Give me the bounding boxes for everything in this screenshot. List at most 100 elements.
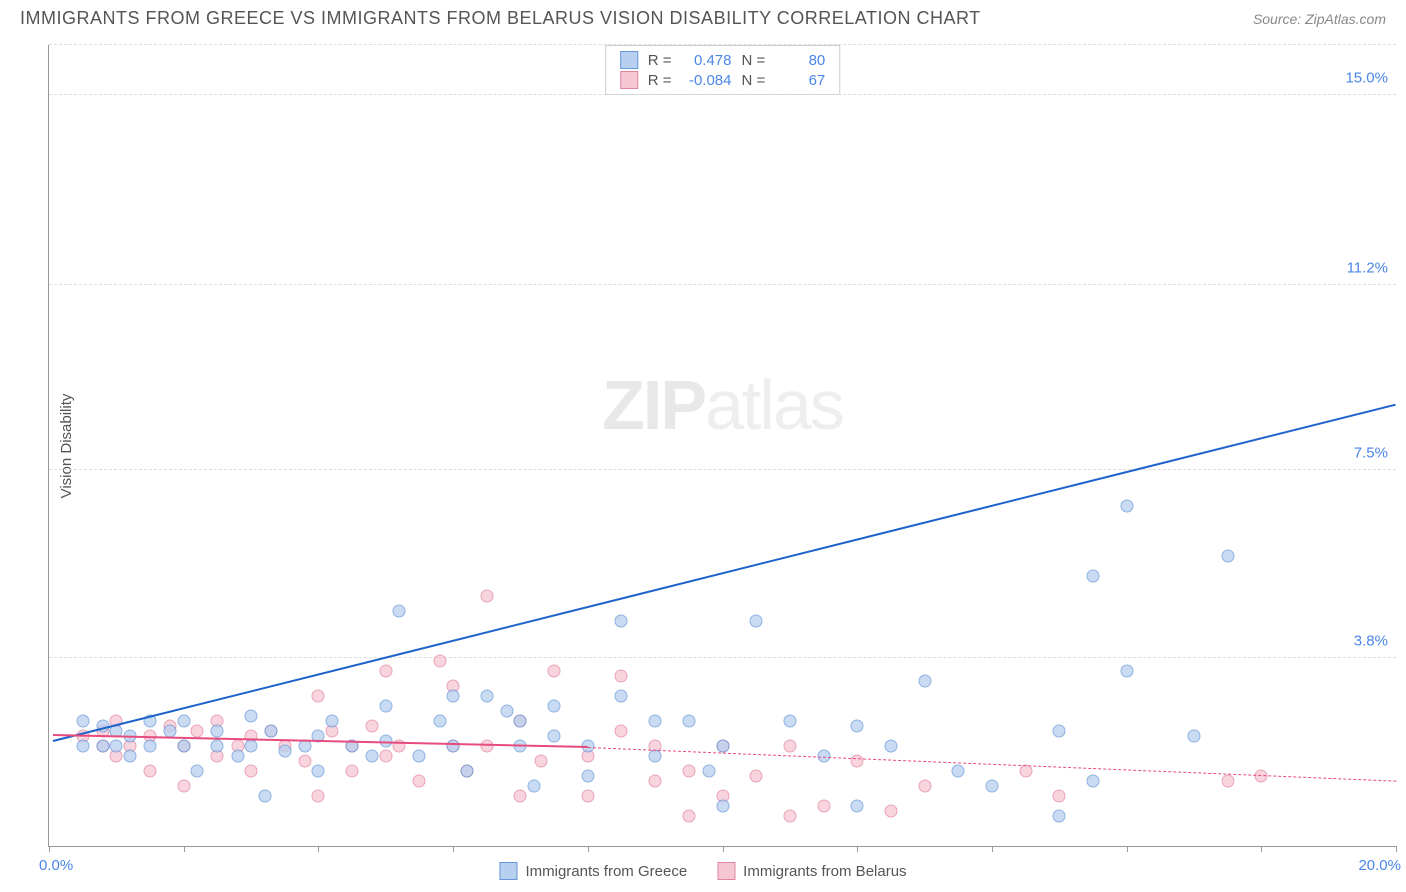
n-label: N = [742,72,766,89]
data-point [682,764,695,777]
x-tick [588,846,589,852]
data-point [581,789,594,802]
data-point [177,739,190,752]
data-point [312,689,325,702]
data-point [534,754,547,767]
data-point [480,589,493,602]
data-point [76,714,89,727]
watermark-bold: ZIP [602,366,705,444]
data-point [615,614,628,627]
data-point [460,764,473,777]
data-point [918,779,931,792]
x-tick [49,846,50,852]
data-point [783,809,796,822]
x-tick [723,846,724,852]
data-point [500,704,513,717]
watermark: ZIPatlas [602,365,843,445]
data-point [851,719,864,732]
data-point [480,689,493,702]
data-point [413,749,426,762]
data-point [750,769,763,782]
data-point [716,739,729,752]
chart-header: IMMIGRANTS FROM GREECE VS IMMIGRANTS FRO… [0,0,1406,33]
data-point [366,719,379,732]
data-point [649,774,662,787]
data-point [1053,789,1066,802]
data-point [985,779,998,792]
data-point [548,699,561,712]
data-point [144,764,157,777]
y-tick-label: 7.5% [1354,445,1388,462]
data-point [298,754,311,767]
data-point [527,779,540,792]
data-point [783,739,796,752]
data-point [682,809,695,822]
data-point [231,749,244,762]
grid-line [49,94,1396,95]
r-value-belarus: -0.084 [682,72,732,89]
data-point [1053,724,1066,737]
stats-legend: R = 0.478 N = 80 R = -0.084 N = 67 [605,45,841,95]
data-point [884,804,897,817]
data-point [851,799,864,812]
legend-item-greece: Immigrants from Greece [499,862,687,880]
data-point [211,724,224,737]
data-point [433,714,446,727]
data-point [649,714,662,727]
swatch-greece-icon [620,51,638,69]
data-point [366,749,379,762]
data-point [177,714,190,727]
chart-container: Vision Disability ZIPatlas R = 0.478 N =… [48,45,1396,847]
swatch-belarus-icon [620,71,638,89]
legend-label-belarus: Immigrants from Belarus [743,863,906,880]
x-tick [184,846,185,852]
data-point [258,789,271,802]
data-point [514,714,527,727]
x-tick [453,846,454,852]
data-point [548,664,561,677]
data-point [851,754,864,767]
data-point [1053,809,1066,822]
y-tick-label: 3.8% [1354,632,1388,649]
data-point [514,789,527,802]
x-axis-min-label: 0.0% [39,857,73,874]
chart-source: Source: ZipAtlas.com [1253,11,1386,27]
data-point [783,714,796,727]
r-label: R = [648,52,672,69]
x-tick [318,846,319,852]
grid-line [49,657,1396,658]
data-point [144,739,157,752]
legend-swatch-greece-icon [499,862,517,880]
data-point [312,764,325,777]
data-point [164,724,177,737]
y-tick-label: 11.2% [1347,260,1388,277]
r-value-greece: 0.478 [682,52,732,69]
data-point [447,689,460,702]
grid-line [49,469,1396,470]
data-point [278,744,291,757]
legend-label-greece: Immigrants from Greece [525,863,687,880]
data-point [615,724,628,737]
watermark-light: atlas [705,366,843,444]
source-label: Source: [1253,11,1301,27]
data-point [393,604,406,617]
grid-line [49,284,1396,285]
x-tick [1396,846,1397,852]
data-point [1187,729,1200,742]
data-point [265,724,278,737]
stats-row-greece: R = 0.478 N = 80 [620,50,826,70]
plot-area: ZIPatlas R = 0.478 N = 80 R = -0.084 N =… [48,45,1396,847]
data-point [716,799,729,812]
data-point [817,799,830,812]
data-point [379,664,392,677]
data-point [682,714,695,727]
n-label: N = [742,52,766,69]
r-label: R = [648,72,672,89]
data-point [447,739,460,752]
grid-line [49,44,1396,45]
n-value-belarus: 67 [775,72,825,89]
data-point [123,749,136,762]
data-point [615,669,628,682]
x-tick [992,846,993,852]
x-tick [857,846,858,852]
